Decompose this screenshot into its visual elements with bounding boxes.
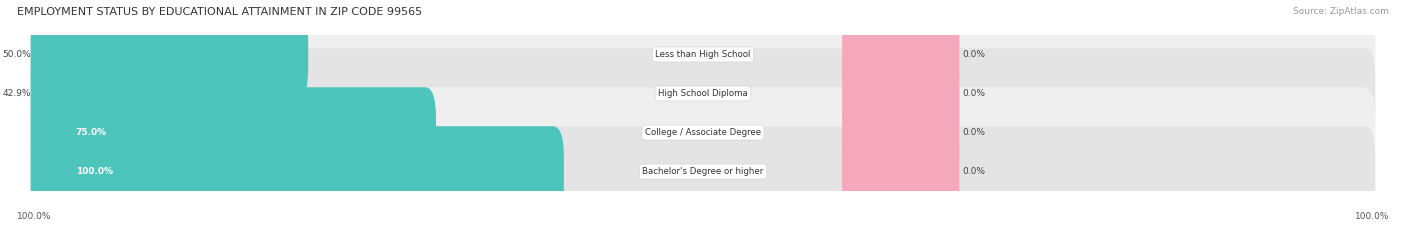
FancyBboxPatch shape (842, 9, 959, 100)
FancyBboxPatch shape (31, 87, 436, 178)
Text: 100.0%: 100.0% (1354, 212, 1389, 221)
Text: 42.9%: 42.9% (3, 89, 31, 98)
Text: High School Diploma: High School Diploma (658, 89, 748, 98)
FancyBboxPatch shape (842, 87, 959, 178)
Text: EMPLOYMENT STATUS BY EDUCATIONAL ATTAINMENT IN ZIP CODE 99565: EMPLOYMENT STATUS BY EDUCATIONAL ATTAINM… (17, 7, 422, 17)
Text: 0.0%: 0.0% (962, 167, 986, 176)
FancyBboxPatch shape (31, 48, 1375, 139)
FancyBboxPatch shape (31, 48, 271, 139)
FancyBboxPatch shape (842, 126, 959, 217)
FancyBboxPatch shape (842, 48, 959, 139)
Text: Less than High School: Less than High School (655, 50, 751, 59)
Text: 0.0%: 0.0% (962, 128, 986, 137)
Text: 50.0%: 50.0% (1, 50, 31, 59)
Text: 75.0%: 75.0% (76, 128, 107, 137)
Text: 0.0%: 0.0% (962, 50, 986, 59)
Text: Bachelor's Degree or higher: Bachelor's Degree or higher (643, 167, 763, 176)
Text: College / Associate Degree: College / Associate Degree (645, 128, 761, 137)
FancyBboxPatch shape (31, 9, 308, 100)
Text: 0.0%: 0.0% (962, 89, 986, 98)
FancyBboxPatch shape (31, 87, 1375, 178)
FancyBboxPatch shape (31, 9, 1375, 100)
Text: Source: ZipAtlas.com: Source: ZipAtlas.com (1294, 7, 1389, 16)
FancyBboxPatch shape (31, 126, 1375, 217)
Text: 100.0%: 100.0% (17, 212, 52, 221)
Text: 100.0%: 100.0% (76, 167, 112, 176)
FancyBboxPatch shape (31, 126, 564, 217)
